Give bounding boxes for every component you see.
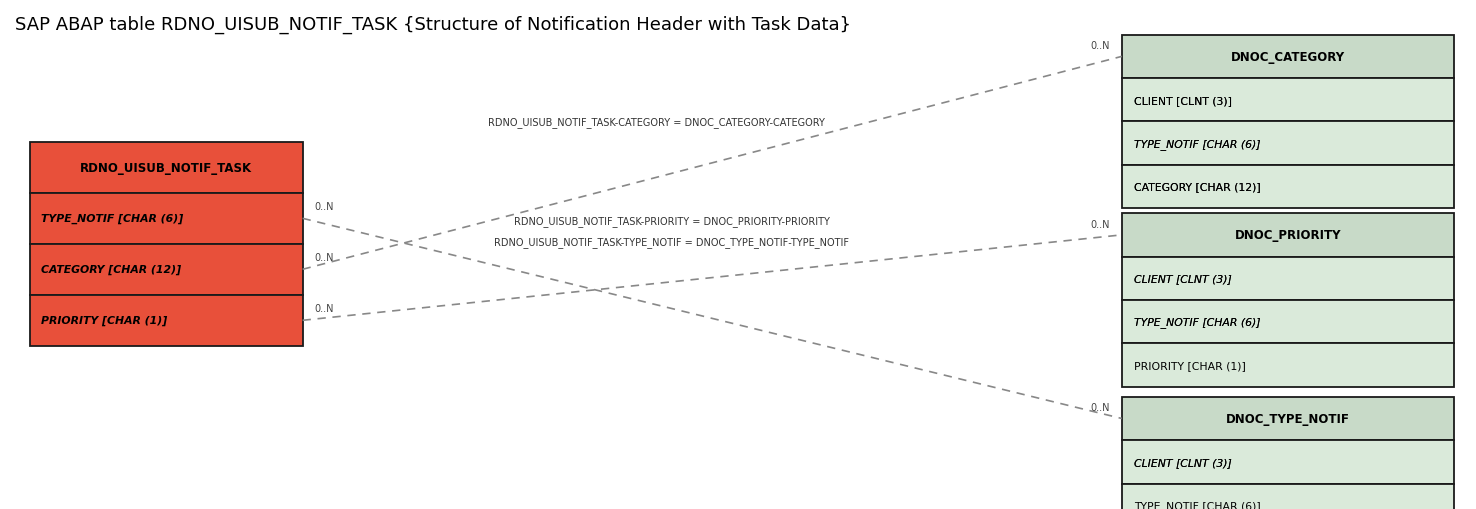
FancyBboxPatch shape [1122,484,1454,509]
Text: CLIENT [CLNT (3)]: CLIENT [CLNT (3)] [1134,96,1231,105]
Text: 0..N: 0..N [1091,219,1110,229]
Text: CATEGORY [CHAR (12)]: CATEGORY [CHAR (12)] [1134,182,1261,192]
FancyBboxPatch shape [1122,122,1454,165]
Text: 0..N: 0..N [314,201,334,211]
Text: CLIENT [CLNT (3)]: CLIENT [CLNT (3)] [1134,274,1231,284]
Text: CLIENT [CLNT (3)]: CLIENT [CLNT (3)] [1134,96,1231,105]
Text: 0..N: 0..N [314,303,334,313]
Text: CLIENT [CLNT (3)]: CLIENT [CLNT (3)] [1134,457,1231,467]
Text: CLIENT [CLNT (3)]: CLIENT [CLNT (3)] [1134,457,1231,467]
Text: TYPE_NOTIF [CHAR (6)]: TYPE_NOTIF [CHAR (6)] [1134,317,1261,327]
Text: CATEGORY [CHAR (12)]: CATEGORY [CHAR (12)] [1134,182,1261,192]
Text: 0..N: 0..N [1091,41,1110,51]
FancyBboxPatch shape [30,193,303,244]
Text: 0..N: 0..N [314,252,334,262]
FancyBboxPatch shape [1122,165,1454,209]
Text: TYPE_NOTIF [CHAR (6)]: TYPE_NOTIF [CHAR (6)] [41,214,183,224]
Text: RDNO_UISUB_NOTIF_TASK-CATEGORY = DNOC_CATEGORY-CATEGORY: RDNO_UISUB_NOTIF_TASK-CATEGORY = DNOC_CA… [489,117,825,128]
FancyBboxPatch shape [30,244,303,295]
Text: 0..N: 0..N [1091,403,1110,412]
Text: DNOC_PRIORITY: DNOC_PRIORITY [1234,229,1342,242]
FancyBboxPatch shape [1122,344,1454,387]
FancyBboxPatch shape [1122,300,1454,344]
FancyBboxPatch shape [30,295,303,346]
FancyBboxPatch shape [1122,397,1454,440]
Text: SAP ABAP table RDNO_UISUB_NOTIF_TASK {Structure of Notification Header with Task: SAP ABAP table RDNO_UISUB_NOTIF_TASK {St… [15,15,850,34]
Text: CATEGORY [CHAR (12)]: CATEGORY [CHAR (12)] [41,265,182,275]
FancyBboxPatch shape [1122,214,1454,257]
Text: DNOC_TYPE_NOTIF: DNOC_TYPE_NOTIF [1227,412,1349,425]
FancyBboxPatch shape [1122,36,1454,79]
FancyBboxPatch shape [30,143,303,193]
Text: CLIENT [CLNT (3)]: CLIENT [CLNT (3)] [1134,274,1231,284]
Text: TYPE_NOTIF [CHAR (6)]: TYPE_NOTIF [CHAR (6)] [1134,138,1261,149]
FancyBboxPatch shape [1122,440,1454,484]
Text: RDNO_UISUB_NOTIF_TASK-PRIORITY = DNOC_PRIORITY-PRIORITY: RDNO_UISUB_NOTIF_TASK-PRIORITY = DNOC_PR… [514,216,830,227]
Text: PRIORITY [CHAR (1)]: PRIORITY [CHAR (1)] [1134,360,1246,370]
Text: TYPE_NOTIF [CHAR (6)]: TYPE_NOTIF [CHAR (6)] [1134,317,1261,327]
Text: PRIORITY [CHAR (1)]: PRIORITY [CHAR (1)] [41,316,168,326]
Text: RDNO_UISUB_NOTIF_TASK: RDNO_UISUB_NOTIF_TASK [80,161,252,175]
Text: TYPE_NOTIF [CHAR (6)]: TYPE_NOTIF [CHAR (6)] [1134,500,1261,509]
FancyBboxPatch shape [1122,79,1454,122]
Text: RDNO_UISUB_NOTIF_TASK-TYPE_NOTIF = DNOC_TYPE_NOTIF-TYPE_NOTIF: RDNO_UISUB_NOTIF_TASK-TYPE_NOTIF = DNOC_… [494,236,849,247]
FancyBboxPatch shape [1122,257,1454,300]
Text: DNOC_CATEGORY: DNOC_CATEGORY [1231,51,1345,64]
Text: TYPE_NOTIF [CHAR (6)]: TYPE_NOTIF [CHAR (6)] [1134,138,1261,149]
